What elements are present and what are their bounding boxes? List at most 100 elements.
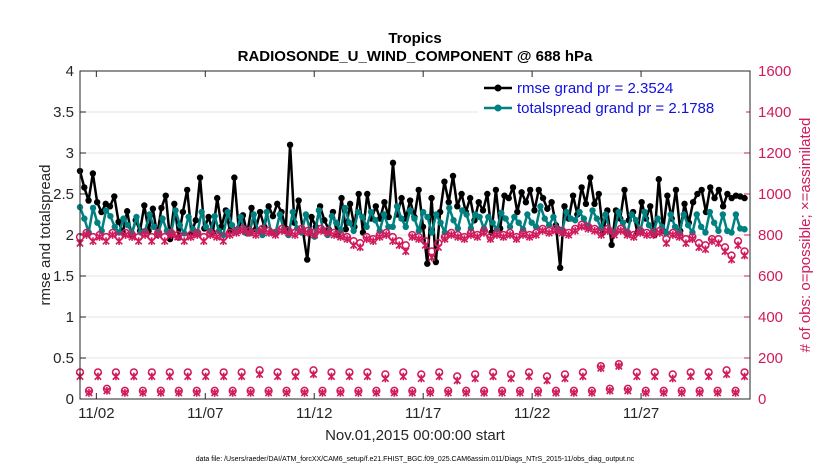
- chart-subtitle: RADIOSONDE_U_WIND_COMPONENT @ 688 hPa: [238, 48, 593, 65]
- obs-assimilated-marker: [141, 231, 149, 239]
- data-point: [419, 208, 427, 216]
- data-point: [141, 202, 148, 209]
- obs-assimilated-marker: [232, 229, 241, 237]
- data-point: [545, 221, 553, 229]
- data-point: [449, 172, 457, 180]
- obs-assimilated-marker: [460, 235, 469, 243]
- data-point: [321, 217, 328, 224]
- data-point: [269, 212, 277, 220]
- data-point: [428, 194, 435, 202]
- data-point: [276, 211, 283, 218]
- obs-assimilated-marker: [210, 389, 219, 397]
- data-point: [663, 230, 670, 237]
- obs-assimilated-marker: [740, 251, 749, 260]
- data-point: [89, 204, 97, 212]
- data-point: [123, 208, 131, 215]
- obs-assimilated-marker: [453, 376, 461, 385]
- y-axis-left: 0 0.5 1 1.5 2 2.5 3 3.5 4: [53, 63, 86, 408]
- series-line: [78, 205, 745, 238]
- data-point: [120, 215, 127, 222]
- data-point: [655, 176, 662, 183]
- obs-assimilated-marker: [408, 233, 417, 241]
- obs-assimilated-marker: [349, 241, 358, 250]
- obs-assimilated-marker: [606, 386, 614, 395]
- data-point: [707, 184, 714, 191]
- obs-assimilated-marker: [615, 362, 623, 371]
- data-point: [506, 223, 514, 230]
- data-point: [441, 178, 448, 185]
- obs-assimilated-marker: [390, 389, 399, 397]
- obs-assimilated-marker: [258, 227, 267, 235]
- obs-assimilated-marker: [336, 389, 345, 397]
- obs-assimilated-marker: [147, 237, 156, 245]
- obs-assimilated-marker: [388, 237, 397, 245]
- data-point: [454, 203, 461, 210]
- obs-assimilated-marker: [603, 227, 612, 235]
- y-axis-label: rmse and totalspread: [37, 165, 54, 306]
- obs-assimilated-marker: [727, 255, 736, 264]
- obs-assimilated-marker: [630, 233, 638, 241]
- obs-assimilated-marker: [317, 227, 325, 235]
- obs-assimilated-marker: [362, 235, 371, 243]
- obs-assimilated-marker: [428, 253, 436, 262]
- data-point: [697, 223, 705, 230]
- data-point: [196, 174, 204, 181]
- legend-rmse-label: rmse grand pr = 2.3524: [517, 80, 673, 97]
- obs-assimilated-marker: [375, 233, 384, 241]
- y2-tick-label: 1000: [758, 186, 791, 203]
- obs-assimilated-marker: [616, 227, 625, 235]
- data-point: [710, 219, 718, 226]
- data-point: [106, 203, 114, 210]
- obs-assimilated-marker: [512, 235, 521, 243]
- obs-assimilated-marker: [590, 227, 599, 235]
- obs-assimilated-marker: [94, 372, 102, 381]
- data-point: [411, 215, 418, 222]
- obs-assimilated-marker: [499, 233, 508, 241]
- data-point: [341, 204, 349, 212]
- obs-assimilated-marker: [417, 374, 426, 383]
- data-point: [587, 174, 594, 181]
- obs-assimilated-marker: [454, 233, 462, 241]
- obs-assimilated-marker: [441, 235, 449, 243]
- plot-frame: [79, 70, 751, 400]
- data-point: [302, 211, 310, 218]
- data-point: [694, 190, 701, 198]
- y2-axis-label: # of obs: o=possible; ×=assimilated: [797, 118, 814, 353]
- data-point: [432, 211, 440, 218]
- data-point: [446, 204, 453, 212]
- obs-assimilated-marker: [354, 389, 363, 397]
- data-point: [389, 159, 397, 167]
- obs-assimilated-marker: [516, 389, 524, 397]
- y2-tick-label: 200: [758, 350, 783, 367]
- data-point: [628, 211, 635, 218]
- obs-assimilated-marker: [493, 231, 501, 239]
- series-obs-5: [76, 362, 749, 397]
- obs-assimilated-marker: [467, 231, 475, 239]
- legend-totalspread-label: totalspread grand pr = 2.1788: [517, 100, 714, 117]
- data-point: [364, 190, 371, 198]
- obs-assimilated-marker: [395, 241, 404, 250]
- obs-assimilated-marker: [154, 231, 162, 239]
- data-point: [111, 193, 118, 200]
- data-point: [741, 194, 748, 202]
- data-point: [406, 197, 414, 204]
- data-point: [715, 186, 723, 194]
- obs-assimilated-marker: [659, 389, 668, 397]
- data-point: [576, 208, 583, 216]
- obs-assimilated-marker: [206, 231, 215, 239]
- obs-assimilated-marker: [444, 389, 452, 397]
- obs-assimilated-marker: [597, 231, 605, 239]
- data-point: [202, 223, 210, 230]
- obs-assimilated-marker: [201, 372, 210, 381]
- obs-assimilated-marker: [415, 235, 423, 243]
- obs-assimilated-marker: [297, 227, 306, 235]
- obs-assimilated-marker: [89, 237, 97, 245]
- chart-title: Tropics: [388, 30, 441, 47]
- obs-assimilated-marker: [112, 372, 120, 381]
- data-point: [454, 225, 462, 232]
- data-point: [398, 215, 405, 222]
- obs-assimilated-marker: [239, 227, 247, 235]
- data-point: [107, 212, 114, 220]
- obs-assimilated-marker: [121, 389, 129, 397]
- data-point: [338, 194, 345, 202]
